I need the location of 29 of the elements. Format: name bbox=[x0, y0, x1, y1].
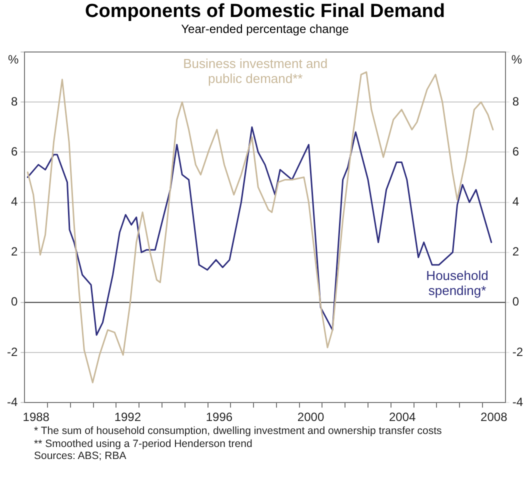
series-label: Business investment and public demand** bbox=[183, 56, 328, 86]
x-tick-label: 2008 bbox=[480, 410, 508, 424]
source-note: Sources: ABS; RBA bbox=[34, 450, 128, 462]
y2-tick-label: 0 bbox=[512, 294, 520, 309]
y2-tick-label: -4 bbox=[512, 394, 524, 409]
text: ** Smoothed using a 7-period Henderson trend bbox=[34, 438, 254, 450]
x-tick-label: 1988 bbox=[22, 410, 50, 424]
chart-subtitle: Year-ended percentage change bbox=[180, 22, 350, 36]
y2-tick-label: -2 bbox=[512, 344, 524, 359]
y-tick-label: -4 bbox=[7, 394, 18, 409]
y-axis-title: % bbox=[8, 52, 19, 66]
x-tick-label: 2000 bbox=[297, 410, 324, 424]
y2-tick-label: 6 bbox=[512, 144, 520, 158]
x-tick-label: 1996 bbox=[206, 410, 233, 424]
y-tick-label: 0 bbox=[10, 294, 18, 309]
y2-tick-label: 2 bbox=[512, 244, 520, 259]
y2-axis-title: % bbox=[511, 52, 522, 66]
text: * The sum of household consumption, dwelling investment and ownership transfer costs bbox=[34, 425, 443, 438]
series-label: Household spending* bbox=[426, 268, 488, 298]
y-tick-label: 8 bbox=[10, 94, 18, 108]
y-tick-label: 4 bbox=[10, 194, 18, 209]
y-tick-label: 6 bbox=[10, 144, 18, 158]
y2-tick-label: 4 bbox=[512, 194, 520, 209]
y-tick-label: -2 bbox=[7, 344, 18, 359]
x-tick-label: 1992 bbox=[114, 410, 142, 424]
y2-tick-label: 8 bbox=[512, 94, 520, 108]
y-tick-label: 2 bbox=[10, 244, 18, 259]
x-tick-label: 2004 bbox=[388, 410, 416, 424]
chart-title: Components of Domestic Final Demand bbox=[84, 1, 446, 23]
